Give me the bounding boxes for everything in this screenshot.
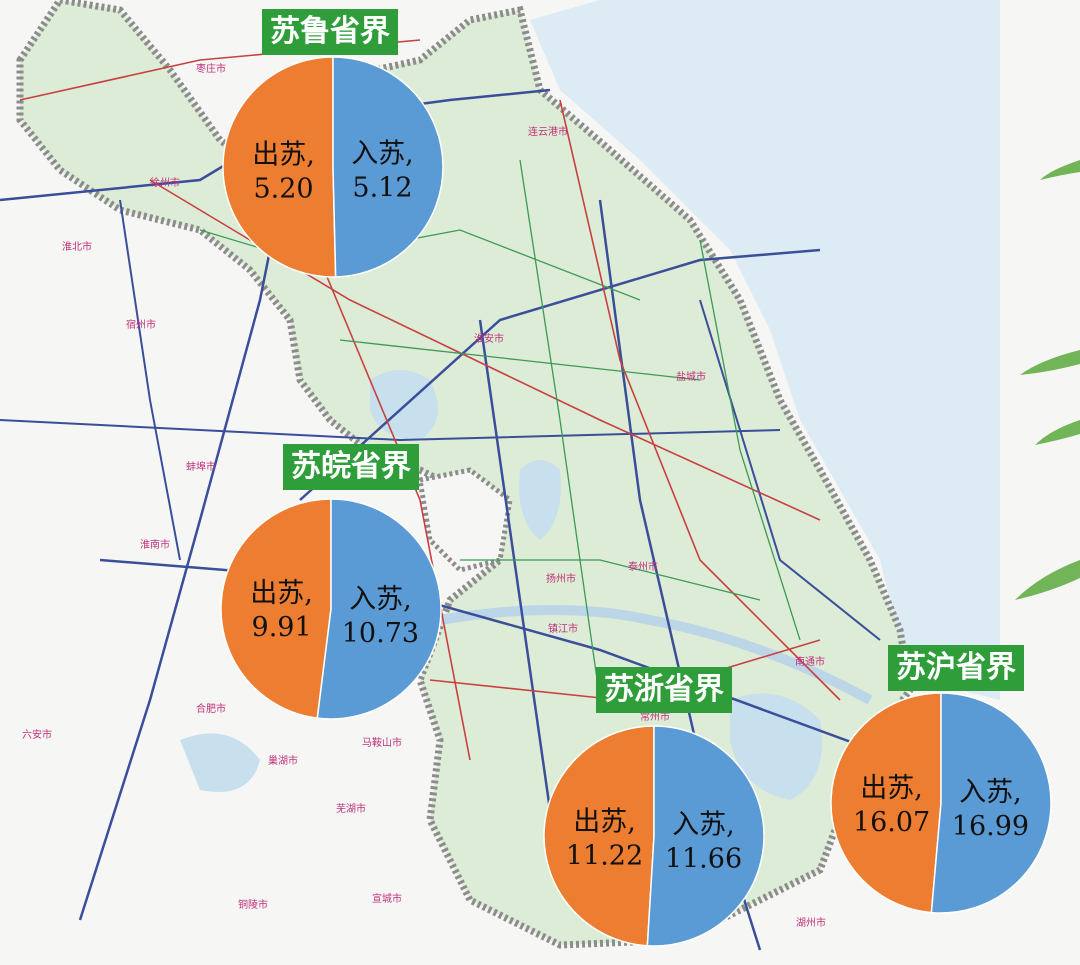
city-label: 宣城市 — [372, 892, 402, 905]
chao-lake — [180, 733, 260, 792]
slice-in-su-zhe — [646, 725, 765, 947]
out-value-su-wan: 9.91 — [252, 612, 312, 643]
city-label: 泰州市 — [628, 560, 658, 573]
city-label: 扬州市 — [546, 572, 576, 585]
out-label-su-zhe: 出苏, — [573, 807, 636, 838]
pie-title-su-zhe: 苏浙省界 — [596, 667, 732, 713]
slice-in-su-lu — [332, 56, 444, 278]
in-value-su-hu: 16.99 — [952, 811, 1029, 842]
city-label: 徐州市 — [150, 176, 180, 189]
in-label-su-zhe: 入苏, — [672, 809, 735, 840]
gaoyou-lake — [519, 460, 561, 540]
pie-su-hu: 入苏,16.99 出苏,16.07 — [830, 692, 1052, 914]
city-label: 湖州市 — [796, 916, 826, 929]
slice-out-su-lu — [222, 56, 337, 278]
city-label: 淮北市 — [62, 240, 92, 253]
slice-out-su-wan — [220, 498, 332, 719]
pie-su-wan: 入苏,10.73 出苏,9.91 — [220, 498, 442, 720]
city-label: 合肥市 — [196, 702, 226, 715]
city-label: 巢湖市 — [268, 754, 298, 767]
bamboo-decoration — [1015, 160, 1080, 600]
city-label: 南通市 — [795, 655, 825, 668]
slice-in-su-hu — [930, 692, 1052, 914]
city-label: 芜湖市 — [336, 802, 366, 815]
pie-title-su-hu: 苏沪省界 — [888, 645, 1024, 691]
out-value-su-hu: 16.07 — [853, 807, 930, 838]
out-label-su-lu: 出苏, — [252, 140, 315, 171]
slice-in-su-wan — [316, 498, 442, 720]
out-value-su-lu: 5.20 — [253, 174, 313, 205]
city-label: 常州市 — [640, 710, 670, 723]
city-label: 连云港市 — [528, 125, 568, 138]
pie-title-su-wan: 苏皖省界 — [283, 444, 419, 490]
city-label: 枣庄市 — [196, 62, 226, 75]
sea-area — [530, 0, 1000, 700]
anhui-enclave — [417, 467, 513, 573]
city-label: 马鞍山市 — [362, 736, 402, 749]
in-value-su-wan: 10.73 — [342, 618, 419, 649]
city-label: 淮安市 — [474, 332, 504, 345]
tai-lake — [730, 693, 822, 800]
pie-su-lu: 入苏,5.12 出苏,5.20 — [222, 56, 444, 278]
pie-title-su-lu: 苏鲁省界 — [262, 9, 398, 55]
out-label-su-hu: 出苏, — [860, 773, 923, 804]
slice-out-su-zhe — [543, 725, 655, 947]
in-label-su-wan: 入苏, — [349, 584, 412, 615]
in-label-su-lu: 入苏, — [351, 138, 414, 169]
city-label: 蚌埠市 — [186, 460, 216, 473]
city-label: 淮南市 — [140, 538, 170, 551]
in-value-su-lu: 5.12 — [352, 172, 412, 203]
out-label-su-wan: 出苏, — [250, 578, 313, 609]
pie-charts: 入苏,5.12出苏,5.20入苏,10.73出苏,9.91入苏,11.66出苏,… — [220, 56, 1052, 947]
city-label: 镇江市 — [548, 622, 578, 635]
out-value-su-zhe: 11.22 — [566, 841, 643, 872]
in-label-su-hu: 入苏, — [959, 777, 1022, 808]
city-label: 六安市 — [22, 728, 52, 741]
in-value-su-zhe: 11.66 — [665, 843, 742, 874]
city-labels: 连云港市 徐州市 淮北市 宿州市 蚌埠市 淮南市 合肥市 六安市 淮安市 盐城市… — [22, 62, 826, 929]
slice-out-su-hu — [830, 692, 942, 914]
pie-su-zhe: 入苏,11.66 出苏,11.22 — [543, 725, 765, 947]
city-label: 铜陵市 — [238, 898, 268, 911]
yangtze-river — [439, 605, 873, 705]
city-label: 盐城市 — [676, 370, 706, 383]
city-label: 宿州市 — [126, 318, 156, 331]
